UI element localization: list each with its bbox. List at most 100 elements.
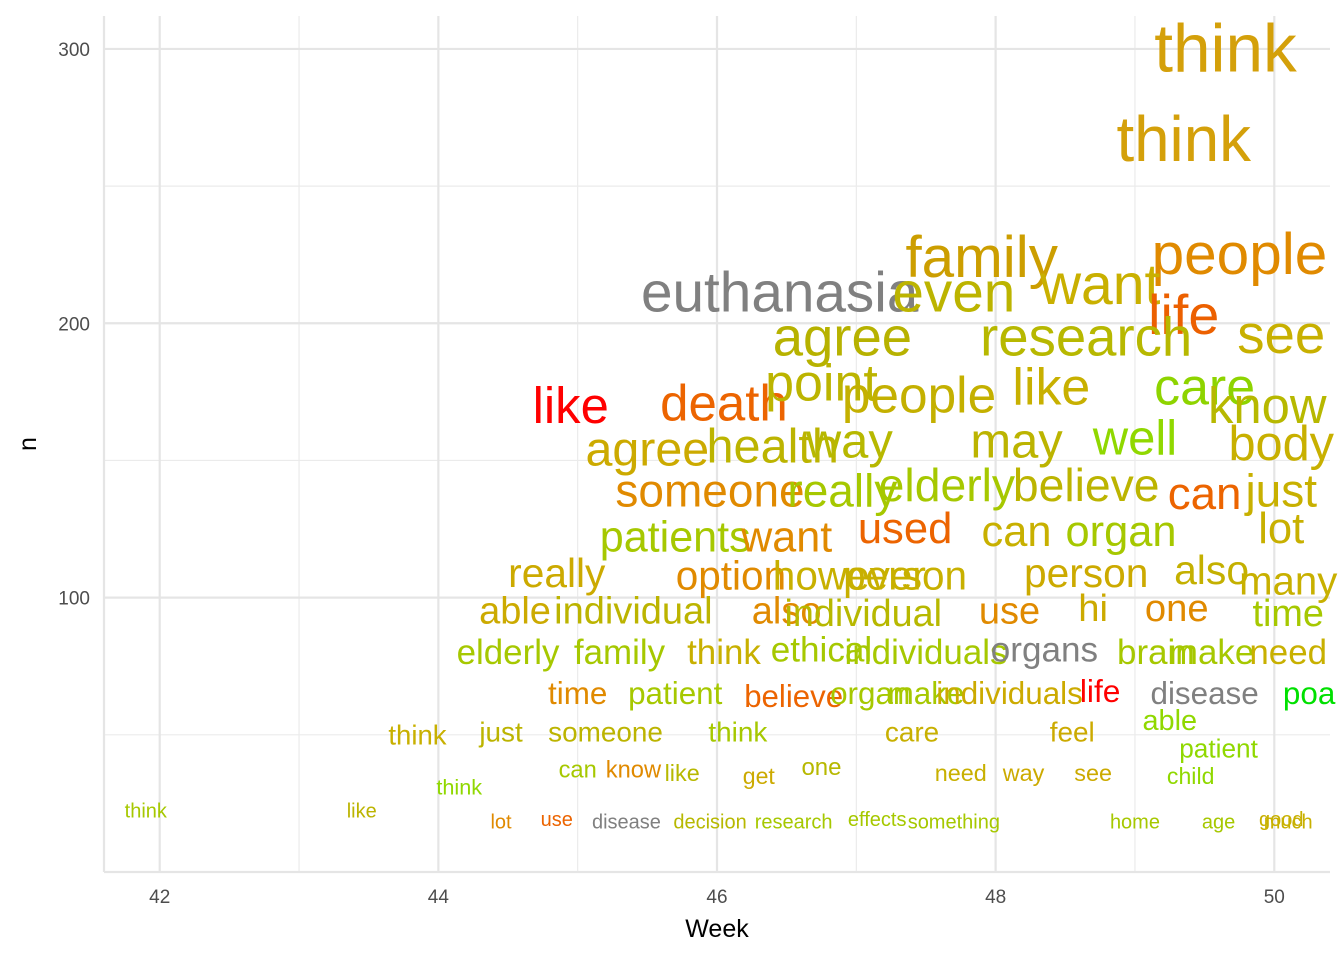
- x-tick-label: 46: [706, 887, 727, 908]
- word-label: someone: [615, 465, 804, 517]
- word-label: make: [888, 676, 965, 711]
- word-label: get: [743, 763, 776, 789]
- word-label: patient: [1179, 734, 1258, 764]
- word-label: poa: [1283, 676, 1336, 711]
- word-label: also: [1174, 547, 1249, 593]
- word-label: much: [1264, 812, 1313, 834]
- word-label: ethical: [771, 630, 872, 669]
- word-label: someone: [548, 717, 663, 748]
- word-label: patients: [600, 513, 751, 561]
- word-label: well: [1092, 412, 1177, 466]
- word-label: people: [1152, 222, 1328, 287]
- word-label: lot: [490, 812, 512, 834]
- word-label: see: [1237, 304, 1325, 365]
- y-tick-label: 200: [58, 314, 90, 335]
- word-label: patient: [628, 676, 723, 711]
- y-axis-title: n: [14, 437, 42, 451]
- word-label: want: [740, 513, 832, 561]
- word-label: see: [1074, 760, 1112, 786]
- word-label: think: [125, 801, 168, 823]
- word-label: know: [1208, 377, 1327, 434]
- word-label: need: [935, 760, 987, 786]
- word-label: research: [755, 812, 833, 834]
- word-label: used: [858, 505, 953, 553]
- word-label: able: [479, 590, 551, 632]
- word-label: like: [347, 801, 377, 823]
- word-label: think: [1116, 104, 1251, 175]
- word-label: hi: [1078, 587, 1108, 630]
- word-label: family: [905, 225, 1058, 290]
- word-label: option: [676, 553, 786, 599]
- word-label: really: [508, 550, 606, 596]
- word-label: death: [660, 374, 788, 431]
- word-label: just: [1243, 465, 1317, 517]
- word-label: good: [1259, 809, 1304, 831]
- word-label: something: [908, 812, 1000, 834]
- word-label: also: [752, 590, 822, 632]
- grid-lines: [102, 16, 1330, 874]
- word-label: euthanasia: [641, 262, 919, 325]
- word-label: point: [765, 355, 878, 413]
- word-label: disease: [592, 812, 661, 834]
- word-label: individual: [554, 590, 712, 632]
- word-label: organ: [830, 676, 910, 711]
- word-label: can: [982, 508, 1052, 556]
- word-label: may: [970, 414, 1063, 468]
- word-label: way: [805, 414, 893, 468]
- x-tick-label: 44: [428, 887, 450, 908]
- word-label: think: [687, 633, 761, 672]
- word-label: decision: [673, 812, 746, 834]
- word-label: organ: [1066, 508, 1177, 556]
- word-label: make: [1169, 633, 1254, 672]
- word-label: time: [1253, 593, 1324, 635]
- word-label: agree: [585, 422, 709, 476]
- word-label: use: [979, 590, 1040, 632]
- y-tick-label: 300: [58, 40, 90, 61]
- x-tick-label: 42: [149, 887, 170, 908]
- word-label: believe: [744, 679, 843, 714]
- x-tick-labels: 42 44 46 48 50: [149, 887, 1285, 908]
- word-label: time: [548, 676, 607, 711]
- x-tick-label: 48: [985, 887, 1006, 908]
- x-axis-title: Week: [685, 915, 749, 943]
- word-label: care: [1154, 357, 1255, 415]
- word-label: feel: [1050, 717, 1095, 748]
- word-label: care: [885, 717, 939, 748]
- word-label: disease: [1151, 676, 1259, 711]
- word-label: know: [606, 757, 662, 783]
- word-label: person: [1024, 550, 1148, 596]
- word-label: brain: [1117, 633, 1195, 672]
- word-label: believe: [1013, 459, 1160, 511]
- y-tick-labels: 100 200 300: [58, 40, 90, 610]
- word-label: individuals: [845, 633, 1008, 672]
- word-label: life: [1080, 673, 1121, 709]
- word-label: even: [892, 262, 1015, 325]
- word-label: way: [1002, 760, 1045, 786]
- word-label: life: [1148, 284, 1219, 346]
- word-label: research: [980, 307, 1192, 368]
- word-label: think: [1154, 11, 1297, 86]
- word-label: want: [1039, 253, 1161, 317]
- word-label: elderly: [457, 633, 560, 672]
- word-label: just: [478, 717, 523, 748]
- word-label: like: [665, 760, 700, 786]
- word-label: health: [707, 420, 839, 474]
- word-label: one: [801, 754, 841, 781]
- word-label: however: [773, 553, 926, 599]
- word-label: think: [436, 774, 482, 799]
- word-label: many: [1239, 559, 1338, 604]
- word-label: agree: [773, 307, 912, 368]
- x-tick-label: 50: [1264, 887, 1285, 908]
- word-label: one: [1145, 587, 1209, 630]
- word-label: can: [1168, 468, 1242, 519]
- word-label: elderly: [879, 459, 1016, 511]
- word-label: family: [574, 633, 666, 672]
- word-label: lot: [1258, 505, 1304, 553]
- word-label: effects: [848, 809, 907, 831]
- word-label: really: [787, 465, 897, 517]
- word-label: need: [1249, 633, 1327, 672]
- word-label: individual: [784, 593, 942, 635]
- word-label: use: [541, 809, 573, 831]
